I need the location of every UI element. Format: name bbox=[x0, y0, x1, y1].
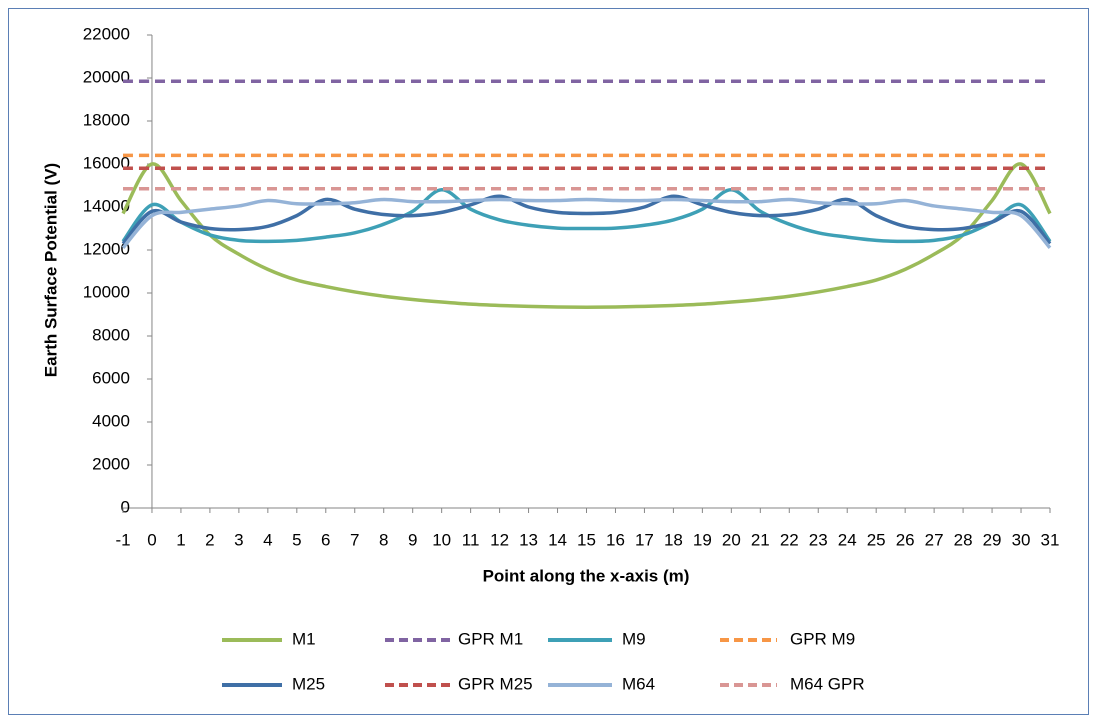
x-tick-label: 17 bbox=[635, 530, 654, 549]
x-tick-label: 24 bbox=[838, 530, 857, 549]
legend-label: M64 bbox=[622, 674, 655, 693]
x-tick-label: 11 bbox=[462, 530, 480, 549]
x-tick-label: 25 bbox=[867, 530, 886, 549]
x-tick-label: 3 bbox=[234, 530, 243, 549]
x-tick-label: 5 bbox=[292, 530, 301, 549]
x-tick-label: 21 bbox=[751, 530, 770, 549]
series-line bbox=[121, 194, 1052, 245]
x-tick-label: 18 bbox=[664, 530, 683, 549]
y-tick-label: 12000 bbox=[83, 239, 130, 258]
x-tick-label: 22 bbox=[780, 530, 799, 549]
x-tick-label: 27 bbox=[925, 530, 944, 549]
legend-label: GPR M9 bbox=[790, 629, 855, 648]
x-tick-label: 23 bbox=[809, 530, 828, 549]
x-tick-label: 14 bbox=[548, 530, 567, 549]
legend-label: M64 GPR bbox=[790, 674, 865, 693]
legend-label: M25 bbox=[292, 674, 325, 693]
legend-label: M1 bbox=[292, 629, 316, 648]
chart-border bbox=[8, 8, 1089, 715]
legend-label: GPR M1 bbox=[458, 629, 523, 648]
y-tick-label: 4000 bbox=[92, 411, 130, 430]
x-tick-label: 10 bbox=[432, 530, 451, 549]
y-tick-label: 8000 bbox=[92, 325, 130, 344]
y-tick-label: 10000 bbox=[83, 282, 130, 301]
x-tick-label: 1 bbox=[176, 530, 185, 549]
y-tick-label: 2000 bbox=[92, 454, 130, 473]
x-tick-label: 28 bbox=[954, 530, 973, 549]
x-tick-label: 20 bbox=[722, 530, 741, 549]
series-line bbox=[121, 188, 1052, 244]
x-tick-label: 12 bbox=[490, 530, 509, 549]
series-line bbox=[121, 197, 1052, 250]
y-tick-label: 20000 bbox=[83, 67, 130, 86]
y-tick-label: 18000 bbox=[83, 110, 130, 129]
x-tick-label: 9 bbox=[408, 530, 417, 549]
y-axis-title: Earth Surface Potential (V) bbox=[41, 163, 60, 377]
x-tick-label: 13 bbox=[519, 530, 538, 549]
y-tick-label: 6000 bbox=[92, 368, 130, 387]
x-tick-label: 16 bbox=[606, 530, 625, 549]
x-axis-title: Point along the x-axis (m) bbox=[483, 566, 690, 585]
x-tick-label: 4 bbox=[263, 530, 272, 549]
x-tick-label: 8 bbox=[379, 530, 388, 549]
legend-label: GPR M25 bbox=[458, 674, 533, 693]
x-tick-label: 30 bbox=[1012, 530, 1031, 549]
legend-label: M9 bbox=[622, 629, 646, 648]
x-tick-label: 15 bbox=[577, 530, 596, 549]
x-tick-label: 6 bbox=[321, 530, 330, 549]
y-tick-label: 14000 bbox=[83, 196, 130, 215]
x-tick-label: 7 bbox=[350, 530, 359, 549]
x-tick-label: 19 bbox=[693, 530, 712, 549]
y-tick-label: 22000 bbox=[83, 24, 130, 43]
y-tick-label: 16000 bbox=[83, 153, 130, 172]
x-tick-label: 29 bbox=[983, 530, 1002, 549]
x-tick-label: 31 bbox=[1041, 530, 1060, 549]
y-tick-label: 0 bbox=[121, 497, 130, 516]
x-tick-label: 2 bbox=[205, 530, 214, 549]
x-tick-label: 0 bbox=[147, 530, 156, 549]
series-line bbox=[121, 162, 1052, 309]
x-tick-label: 26 bbox=[896, 530, 915, 549]
x-tick-label: -1 bbox=[115, 530, 130, 549]
